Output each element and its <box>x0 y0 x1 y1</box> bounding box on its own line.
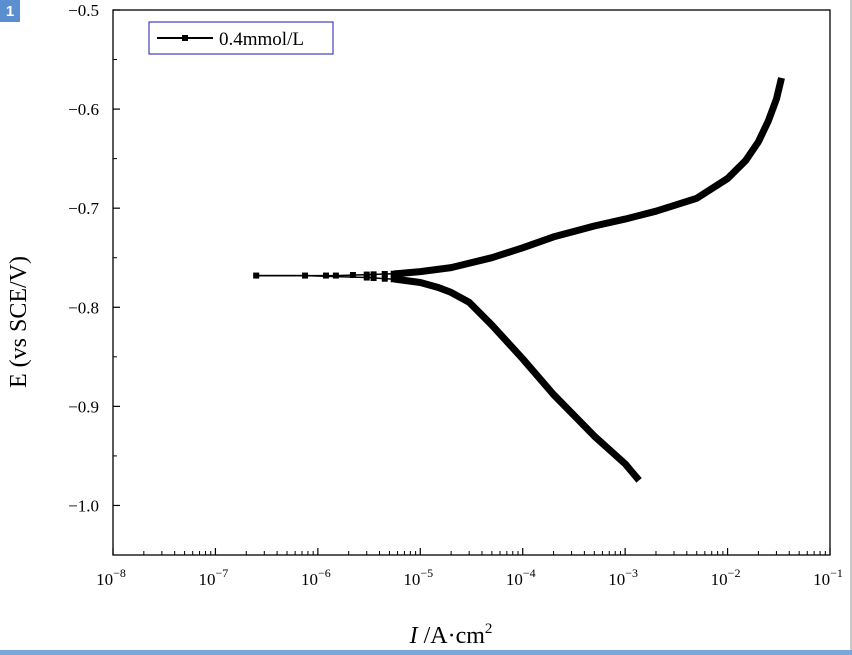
x-tick-label-exponent: −7 <box>216 566 229 580</box>
anodic-branch-markers <box>393 77 785 278</box>
data-point-marker <box>322 272 329 279</box>
legend: 0.4mmol/L <box>148 21 334 55</box>
x-tick-label-base: 10 <box>608 570 625 589</box>
y-tick-label: −0.9 <box>68 397 99 416</box>
right-frame-border <box>850 0 852 650</box>
x-tick-label: 10−5 <box>403 566 433 589</box>
x-tick-label-base: 10 <box>711 570 728 589</box>
data-point-marker <box>398 276 405 283</box>
figure-number-badge: 1 <box>0 0 20 22</box>
x-tick-label: 10−2 <box>711 566 741 589</box>
x-tick-label: 10−8 <box>96 566 126 589</box>
data-point-marker <box>302 272 309 279</box>
y-axis-title: E (vs SCE/V) <box>6 256 32 388</box>
x-tick-label: 10−3 <box>608 566 638 589</box>
data-point-marker <box>370 271 377 278</box>
x-tick-label-base: 10 <box>403 570 420 589</box>
x-tick-label: 10−6 <box>301 566 331 589</box>
series-group <box>253 77 785 483</box>
data-point-marker <box>349 272 356 279</box>
x-tick-label-exponent: −4 <box>523 566 536 580</box>
x-tick-label: 10−7 <box>199 566 229 589</box>
y-axis: −0.5 −0.6 −0.7 −0.8 −0.9 −1.0 <box>68 1 120 556</box>
y-tick-label: −0.7 <box>68 199 99 218</box>
x-tick-label-base: 10 <box>199 570 216 589</box>
x-tick-label-base: 10 <box>506 570 523 589</box>
x-tick-label: 10−1 <box>813 566 843 589</box>
data-point-marker <box>390 270 397 277</box>
data-point-marker <box>363 274 370 281</box>
y-tick-label: −0.8 <box>68 298 99 317</box>
x-axis-title-italic: I <box>409 623 419 649</box>
x-axis-title-unit: /A·cm <box>418 623 486 649</box>
bottom-frame-border <box>0 650 852 655</box>
x-tick-label-base: 10 <box>813 570 830 589</box>
data-point-marker <box>381 270 388 277</box>
y-tick-label: −1.0 <box>68 496 99 515</box>
data-point-marker <box>401 277 408 284</box>
x-tick-label-exponent: −2 <box>728 566 741 580</box>
data-point-marker <box>401 269 408 276</box>
x-tick-label-base: 10 <box>96 570 113 589</box>
y-tick-label: −0.5 <box>68 1 99 20</box>
x-tick-label-exponent: −6 <box>318 566 331 580</box>
x-tick-label-base: 10 <box>301 570 318 589</box>
data-point-marker <box>253 272 260 279</box>
series-layer <box>253 77 785 483</box>
x-axis-title-sup: 2 <box>485 621 493 637</box>
x-axis: 10−8 10−7 10−6 10−5 10−4 10−3 10−2 10−1 <box>96 548 843 589</box>
cathodic-branch-markers <box>393 275 642 483</box>
data-point-marker <box>332 272 339 279</box>
x-tick-label-exponent: −5 <box>420 566 433 580</box>
y-tick-label: −0.6 <box>68 100 99 119</box>
x-axis-title: I /A·cm2 <box>409 621 493 649</box>
data-point-marker <box>390 276 397 283</box>
legend-label: 0.4mmol/L <box>219 29 304 50</box>
data-point-marker <box>398 270 405 277</box>
x-tick-label: 10−4 <box>506 566 536 589</box>
x-tick-label-exponent: −3 <box>625 566 638 580</box>
data-point-marker <box>381 275 388 282</box>
x-tick-label-exponent: −1 <box>830 566 843 580</box>
x-tick-label-exponent: −8 <box>113 566 126 580</box>
plot-area <box>112 9 831 556</box>
data-point-marker <box>370 274 377 281</box>
legend-marker <box>182 35 188 41</box>
